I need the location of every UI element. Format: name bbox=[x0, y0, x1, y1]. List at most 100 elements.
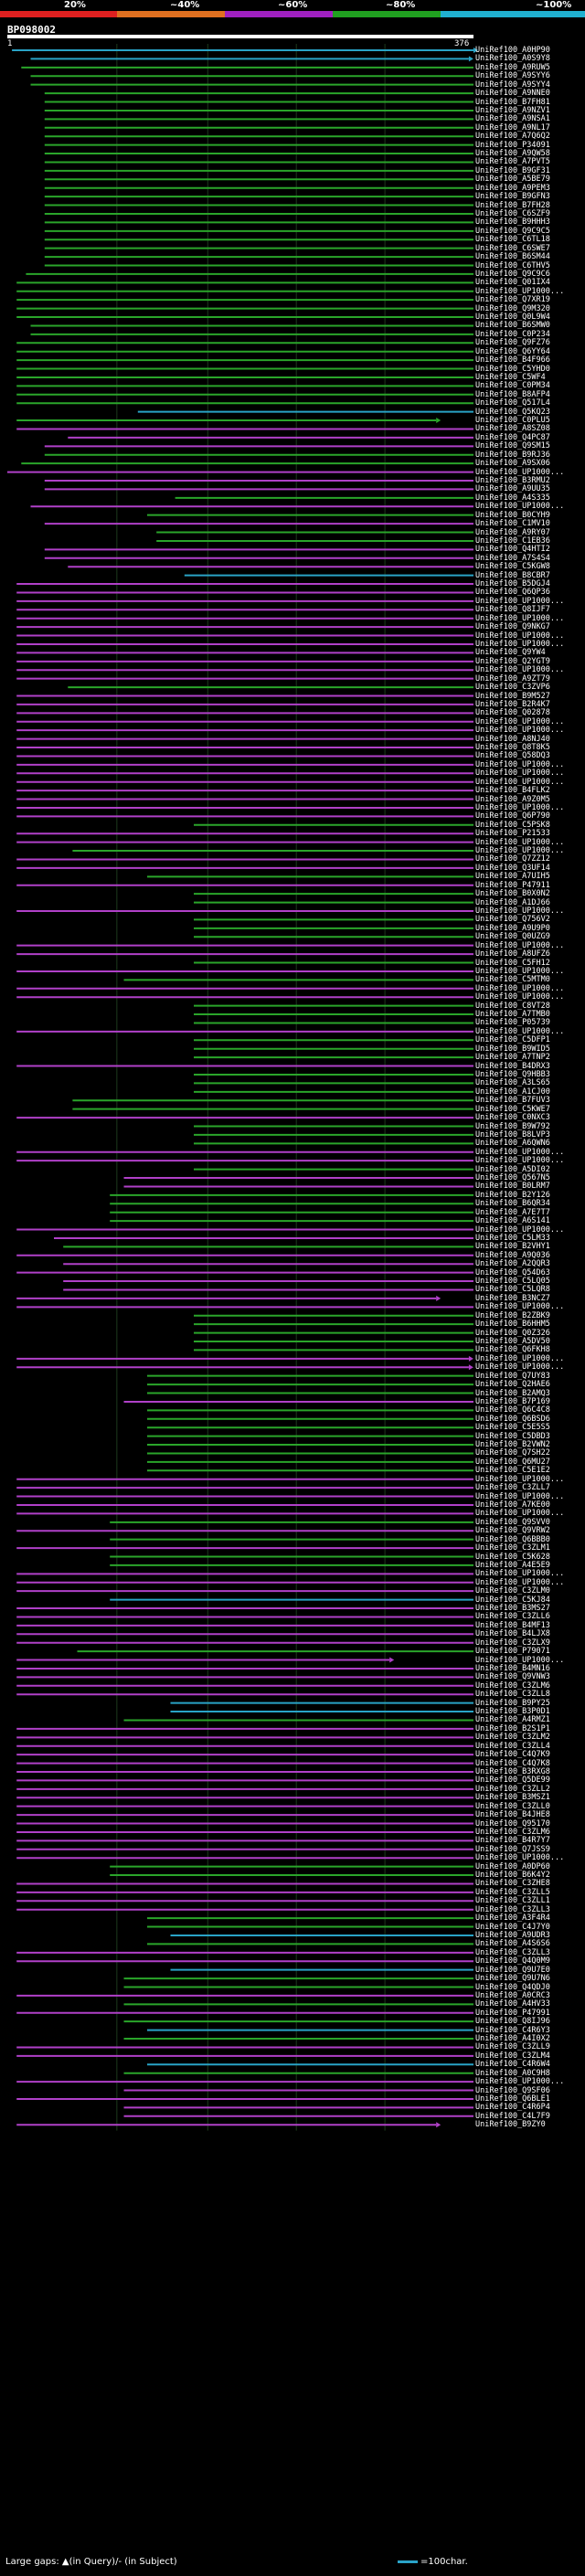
hit-label[interactable]: UniRef100_B3RXG8 bbox=[475, 1767, 550, 1776]
hit-label[interactable]: UniRef100_B9M527 bbox=[475, 691, 550, 701]
hit-label[interactable]: UniRef100_A9ZT79 bbox=[475, 673, 550, 684]
hit-label[interactable]: UniRef100_A0CRC3 bbox=[475, 1990, 550, 2000]
hit-label[interactable]: UniRef100_C3ZVP6 bbox=[475, 683, 550, 693]
hit-label[interactable]: UniRef100_Q6YY64 bbox=[475, 346, 550, 356]
hit-label[interactable]: UniRef100_C3ZLL1 bbox=[475, 1896, 550, 1906]
hit-label[interactable]: UniRef100_B9WID5 bbox=[475, 1044, 550, 1054]
hit-label[interactable]: UniRef100_Q5KQ23 bbox=[475, 407, 550, 417]
hit-label[interactable]: UniRef100_UP1000... bbox=[475, 906, 565, 916]
hit-label[interactable]: UniRef100_Q0L9W4 bbox=[475, 313, 550, 323]
hit-label[interactable]: UniRef100_A0HP90 bbox=[475, 46, 550, 55]
hit-label[interactable]: UniRef100_C3ZLL7 bbox=[475, 1483, 550, 1493]
hit-label[interactable]: UniRef100_UP1000... bbox=[475, 1156, 565, 1166]
hit-label[interactable]: UniRef100_C3ZLX9 bbox=[475, 1638, 550, 1648]
hit-label[interactable]: UniRef100_A8UFZ6 bbox=[475, 949, 550, 959]
hit-label[interactable]: UniRef100_A7TMB0 bbox=[475, 1010, 550, 1020]
hit-label[interactable]: UniRef100_A0DP60 bbox=[475, 1861, 550, 1871]
hit-label[interactable]: UniRef100_Q5DE99 bbox=[475, 1776, 550, 1786]
hit-label[interactable]: UniRef100_UP1000... bbox=[475, 716, 565, 726]
hit-label[interactable]: UniRef100_Q9U7E0 bbox=[475, 1965, 550, 1975]
hit-label[interactable]: UniRef100_A9NSA1 bbox=[475, 114, 550, 124]
hit-label[interactable]: UniRef100_Q9SF06 bbox=[475, 2085, 550, 2095]
hit-label[interactable]: UniRef100_UP1000... bbox=[475, 631, 565, 641]
hit-label[interactable]: UniRef100_UP1000... bbox=[475, 966, 565, 976]
hit-label[interactable]: UniRef100_UP1000... bbox=[475, 639, 565, 649]
hit-label[interactable]: UniRef100_C5E5S5 bbox=[475, 1423, 550, 1433]
hit-label[interactable]: UniRef100_B7FUV3 bbox=[475, 1096, 550, 1106]
hit-label[interactable]: UniRef100_Q8IJ96 bbox=[475, 2017, 550, 2027]
hit-label[interactable]: UniRef100_UP1000... bbox=[475, 1509, 565, 1519]
hit-label[interactable]: UniRef100_A1DJ66 bbox=[475, 897, 550, 907]
hit-label[interactable]: UniRef100_Q7ZZ12 bbox=[475, 854, 550, 864]
hit-label[interactable]: UniRef100_B0LRM7 bbox=[475, 1182, 550, 1192]
hit-label[interactable]: UniRef100_UP1000... bbox=[475, 802, 565, 812]
hit-label[interactable]: UniRef100_C6THV5 bbox=[475, 260, 550, 270]
hit-label[interactable]: UniRef100_B4DRX3 bbox=[475, 1061, 550, 1071]
hit-label[interactable]: UniRef100_C4R6W4 bbox=[475, 2060, 550, 2070]
hit-label[interactable]: UniRef100_Q7XR19 bbox=[475, 295, 550, 305]
hit-label[interactable]: UniRef100_A9SYY4 bbox=[475, 80, 550, 90]
hit-label[interactable]: UniRef100_A9U9P0 bbox=[475, 923, 550, 933]
hit-label[interactable]: UniRef100_Q7UY83 bbox=[475, 1371, 550, 1381]
hit-label[interactable]: UniRef100_C3ZLL3 bbox=[475, 1947, 550, 1957]
hit-label[interactable]: UniRef100_A9SYY6 bbox=[475, 71, 550, 81]
hit-label[interactable]: UniRef100_B3NCZ7 bbox=[475, 1293, 550, 1303]
hit-label[interactable]: UniRef100_UP1000... bbox=[475, 726, 565, 736]
hit-label[interactable]: UniRef100_Q9YW4 bbox=[475, 648, 546, 658]
hit-label[interactable]: UniRef100_C3ZLM1 bbox=[475, 1543, 550, 1553]
hit-label[interactable]: UniRef100_C5LQR8 bbox=[475, 1285, 550, 1295]
hit-label[interactable]: UniRef100_A2QQR3 bbox=[475, 1259, 550, 1269]
hit-label[interactable]: UniRef100_A9Q036 bbox=[475, 1250, 550, 1260]
hit-label[interactable]: UniRef100_B3RMU2 bbox=[475, 476, 550, 485]
hit-label[interactable]: UniRef100_C3ZLM2 bbox=[475, 1733, 550, 1743]
hit-label[interactable]: UniRef100_Q9NKG7 bbox=[475, 622, 550, 632]
hit-label[interactable]: UniRef100_UP1000... bbox=[475, 1147, 565, 1157]
hit-label[interactable]: UniRef100_UP1000... bbox=[475, 502, 565, 512]
hit-label[interactable]: UniRef100_C4J7Y0 bbox=[475, 1922, 550, 1932]
hit-label[interactable]: UniRef100_A1CJ00 bbox=[475, 1087, 550, 1097]
hit-label[interactable]: UniRef100_UP1000... bbox=[475, 1026, 565, 1036]
hit-label[interactable]: UniRef100_B9PY25 bbox=[475, 1698, 550, 1708]
hit-label[interactable]: UniRef100_Q6FKH8 bbox=[475, 1345, 550, 1355]
hit-label[interactable]: UniRef100_Q517L4 bbox=[475, 398, 550, 408]
hit-label[interactable]: UniRef100_C3ZHE8 bbox=[475, 1879, 550, 1889]
hit-label[interactable]: UniRef100_C8VT28 bbox=[475, 1001, 550, 1011]
hit-label[interactable]: UniRef100_A9PEM3 bbox=[475, 183, 550, 193]
hit-label[interactable]: UniRef100_C3ZLL6 bbox=[475, 1612, 550, 1622]
hit-label[interactable]: UniRef100_A7PVT5 bbox=[475, 157, 550, 167]
hit-label[interactable]: UniRef100_UP1000... bbox=[475, 665, 565, 675]
hit-label[interactable]: UniRef100_A8SZ08 bbox=[475, 424, 550, 434]
hit-label[interactable]: UniRef100_C3ZLM0 bbox=[475, 1586, 550, 1596]
hit-label[interactable]: UniRef100_A7TNP2 bbox=[475, 1053, 550, 1063]
hit-label[interactable]: UniRef100_P21533 bbox=[475, 829, 550, 839]
hit-label[interactable]: UniRef100_B4MF13 bbox=[475, 1620, 550, 1630]
hit-label[interactable]: UniRef100_UP1000... bbox=[475, 846, 565, 856]
hit-label[interactable]: UniRef100_A7E7T7 bbox=[475, 1207, 550, 1217]
hit-label[interactable]: UniRef100_B6SM44 bbox=[475, 252, 550, 262]
hit-label[interactable]: UniRef100_C5KWE7 bbox=[475, 1104, 550, 1114]
hit-label[interactable]: UniRef100_A4S335 bbox=[475, 493, 550, 503]
hit-label[interactable]: UniRef100_Q4QDJ0 bbox=[475, 1982, 550, 1992]
hit-label[interactable]: UniRef100_B0X0N2 bbox=[475, 889, 550, 899]
hit-label[interactable]: UniRef100_UP1000... bbox=[475, 983, 565, 993]
hit-label[interactable]: UniRef100_A4RMZ1 bbox=[475, 1715, 550, 1725]
hit-label[interactable]: UniRef100_Q01IX4 bbox=[475, 278, 550, 288]
hit-label[interactable]: UniRef100_A4S6S6 bbox=[475, 1939, 550, 1949]
hit-label[interactable]: UniRef100_A6S141 bbox=[475, 1216, 550, 1226]
hit-label[interactable]: UniRef100_Q9VNW3 bbox=[475, 1672, 550, 1682]
hit-label[interactable]: UniRef100_B2R4K7 bbox=[475, 699, 550, 709]
hit-label[interactable]: UniRef100_B9ZY0 bbox=[475, 2120, 546, 2130]
hit-label[interactable]: UniRef100_C4Q7K8 bbox=[475, 1758, 550, 1768]
hit-label[interactable]: UniRef100_B6SMW0 bbox=[475, 321, 550, 331]
hit-label[interactable]: UniRef100_UP1000... bbox=[475, 613, 565, 623]
hit-label[interactable]: UniRef100_Q9C9C6 bbox=[475, 269, 550, 279]
hit-label[interactable]: UniRef100_Q54D63 bbox=[475, 1267, 550, 1277]
hit-label[interactable]: UniRef100_A4I0X2 bbox=[475, 2034, 550, 2044]
hit-label[interactable]: UniRef100_UP1000... bbox=[475, 759, 565, 769]
hit-label[interactable]: UniRef100_Q3UF14 bbox=[475, 863, 550, 873]
hit-label[interactable]: UniRef100_B5DGJ4 bbox=[475, 579, 550, 589]
hit-label[interactable]: UniRef100_A0C9H8 bbox=[475, 2068, 550, 2078]
hit-label[interactable]: UniRef100_C3ZLL9 bbox=[475, 2042, 550, 2052]
hit-label[interactable]: UniRef100_B9HHH3 bbox=[475, 217, 550, 228]
hit-label[interactable]: UniRef100_A9NNE0 bbox=[475, 89, 550, 99]
